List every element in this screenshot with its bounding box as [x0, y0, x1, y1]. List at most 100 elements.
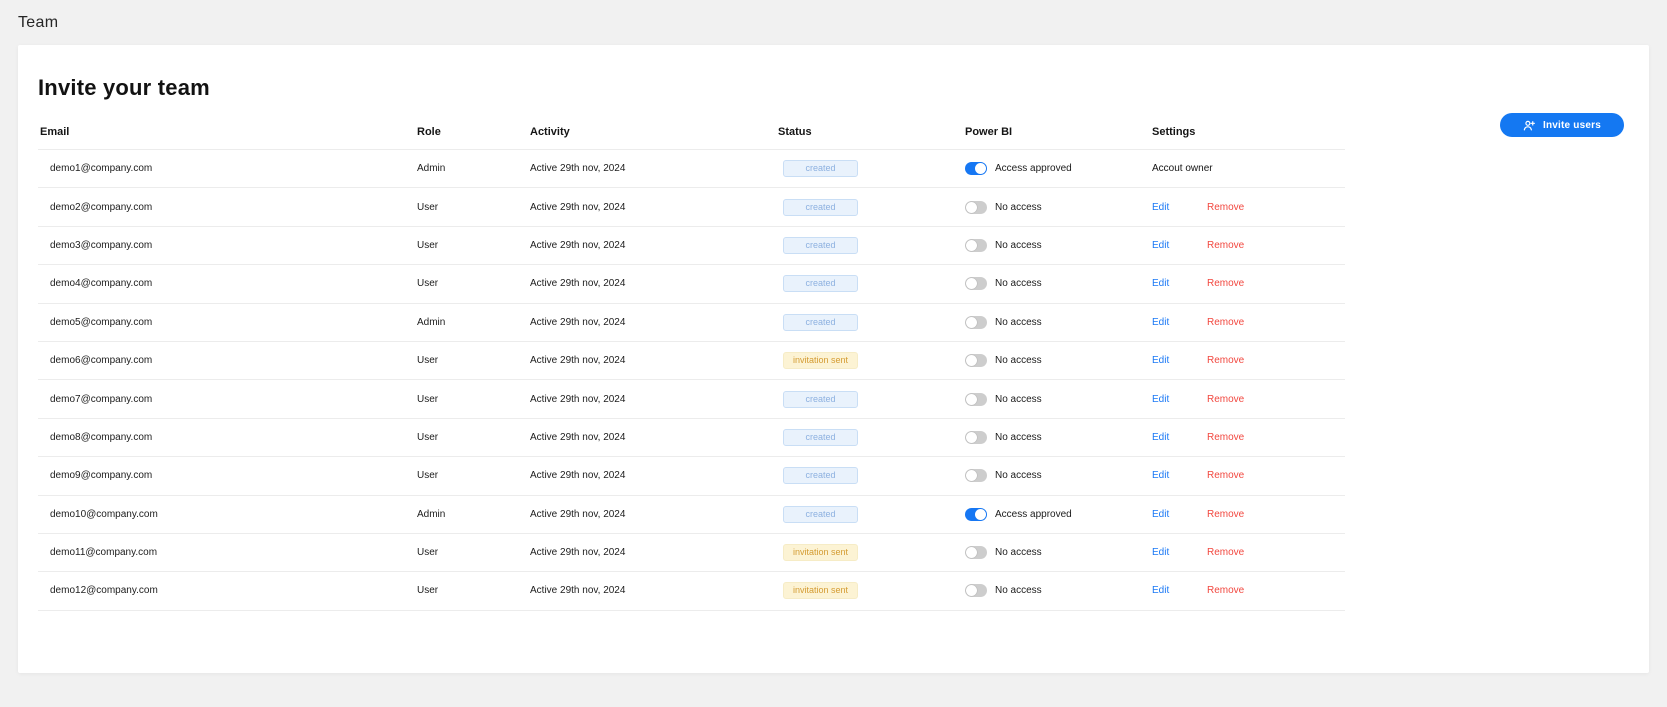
- powerbi-toggle[interactable]: [965, 354, 987, 368]
- user-role: User: [417, 278, 439, 290]
- user-role: User: [417, 201, 439, 213]
- edit-link[interactable]: Edit: [1152, 431, 1170, 443]
- user-email: demo12@company.com: [50, 585, 158, 597]
- status-badge: invitation sent: [783, 582, 858, 600]
- header-settings: Settings: [1152, 126, 1196, 138]
- powerbi-toggle[interactable]: [965, 584, 987, 598]
- powerbi-access-label: No access: [995, 470, 1042, 482]
- edit-link[interactable]: Edit: [1152, 585, 1170, 597]
- user-role: User: [417, 431, 439, 443]
- user-activity: Active 29th nov, 2024: [530, 201, 626, 213]
- table-body: demo1@company.com Admin Active 29th nov, 2…: [38, 150, 1345, 611]
- user-activity: Active 29th nov, 2024: [530, 278, 626, 290]
- remove-link[interactable]: Remove: [1207, 239, 1245, 251]
- edit-link[interactable]: Edit: [1152, 393, 1170, 405]
- powerbi-toggle[interactable]: [965, 392, 987, 406]
- remove-link[interactable]: Remove: [1207, 316, 1245, 328]
- table-row: demo3@company.com User Active 29th nov, 20…: [38, 227, 1345, 266]
- edit-link[interactable]: Edit: [1152, 355, 1170, 367]
- powerbi-toggle[interactable]: [965, 315, 987, 329]
- toggle-knob: [966, 355, 977, 367]
- user-email: demo8@company.com: [50, 431, 153, 443]
- status-badge: created: [783, 390, 858, 408]
- status-badge: created: [783, 236, 858, 254]
- header-role: Role: [417, 126, 441, 138]
- user-email: demo6@company.com: [50, 355, 153, 367]
- powerbi-access-label: Access approved: [995, 508, 1072, 520]
- powerbi-toggle[interactable]: [965, 162, 987, 176]
- toggle-knob: [966, 470, 977, 482]
- edit-link[interactable]: Edit: [1152, 470, 1170, 482]
- powerbi-toggle[interactable]: [965, 277, 987, 291]
- powerbi-access-label: No access: [995, 547, 1042, 559]
- status-badge: created: [783, 160, 858, 178]
- status-badge: created: [783, 198, 858, 216]
- powerbi-access-label: No access: [995, 201, 1042, 213]
- powerbi-access-label: No access: [995, 239, 1042, 251]
- powerbi-access-label: No access: [995, 278, 1042, 290]
- user-role: User: [417, 393, 439, 405]
- status-badge: invitation sent: [783, 352, 858, 370]
- add-user-icon: [1523, 119, 1536, 132]
- powerbi-toggle[interactable]: [965, 469, 987, 483]
- table-row: demo4@company.com User Active 29th nov, 20…: [38, 265, 1345, 304]
- status-badge: created: [783, 467, 858, 485]
- powerbi-access-label: No access: [995, 431, 1042, 443]
- powerbi-access-label: No access: [995, 355, 1042, 367]
- account-owner-label: Accout owner: [1152, 163, 1213, 175]
- powerbi-toggle[interactable]: [965, 546, 987, 560]
- table-row: demo6@company.com User Active 29th nov, 20…: [38, 342, 1345, 381]
- page-title: Team: [18, 14, 59, 31]
- header-email: Email: [40, 126, 70, 138]
- toggle-knob: [966, 547, 977, 559]
- remove-link[interactable]: Remove: [1207, 431, 1245, 443]
- toggle-knob: [975, 508, 986, 520]
- toggle-knob: [966, 201, 977, 213]
- header-status: Status: [778, 126, 812, 138]
- invite-users-button[interactable]: Invite users: [1500, 113, 1624, 137]
- remove-link[interactable]: Remove: [1207, 547, 1245, 559]
- user-role: User: [417, 470, 439, 482]
- toggle-knob: [966, 393, 977, 405]
- user-activity: Active 29th nov, 2024: [530, 470, 626, 482]
- edit-link[interactable]: Edit: [1152, 239, 1170, 251]
- table-header-row: Email Role Activity Status Power BI Sett…: [38, 115, 1345, 150]
- table-row: demo2@company.com User Active 29th nov, 20…: [38, 188, 1345, 227]
- table-row: demo12@company.com User Active 29th nov, 2…: [38, 572, 1345, 611]
- edit-link[interactable]: Edit: [1152, 316, 1170, 328]
- remove-link[interactable]: Remove: [1207, 201, 1245, 213]
- table-row: demo11@company.com User Active 29th nov, 2…: [38, 534, 1345, 573]
- table-row: demo7@company.com User Active 29th nov, 20…: [38, 380, 1345, 419]
- user-email: demo9@company.com: [50, 470, 153, 482]
- remove-link[interactable]: Remove: [1207, 470, 1245, 482]
- powerbi-toggle[interactable]: [965, 507, 987, 521]
- remove-link[interactable]: Remove: [1207, 508, 1245, 520]
- powerbi-toggle[interactable]: [965, 430, 987, 444]
- table-row: demo9@company.com User Active 29th nov, 20…: [38, 457, 1345, 496]
- edit-link[interactable]: Edit: [1152, 547, 1170, 559]
- remove-link[interactable]: Remove: [1207, 585, 1245, 597]
- edit-link[interactable]: Edit: [1152, 508, 1170, 520]
- remove-link[interactable]: Remove: [1207, 355, 1245, 367]
- user-role: Admin: [417, 508, 446, 520]
- user-activity: Active 29th nov, 2024: [530, 508, 626, 520]
- user-activity: Active 29th nov, 2024: [530, 431, 626, 443]
- user-role: User: [417, 585, 439, 597]
- user-email: demo11@company.com: [50, 547, 158, 559]
- status-badge: created: [783, 313, 858, 331]
- edit-link[interactable]: Edit: [1152, 201, 1170, 213]
- remove-link[interactable]: Remove: [1207, 278, 1245, 290]
- invite-users-label: Invite users: [1543, 119, 1601, 131]
- powerbi-toggle[interactable]: [965, 238, 987, 252]
- powerbi-toggle[interactable]: [965, 200, 987, 214]
- user-role: User: [417, 355, 439, 367]
- status-badge: invitation sent: [783, 544, 858, 562]
- powerbi-access-label: No access: [995, 316, 1042, 328]
- status-badge: created: [783, 275, 858, 293]
- status-badge: created: [783, 505, 858, 523]
- user-email: demo3@company.com: [50, 239, 153, 251]
- remove-link[interactable]: Remove: [1207, 393, 1245, 405]
- invite-team-card: Invite your team Invite users Email Role…: [18, 45, 1649, 673]
- edit-link[interactable]: Edit: [1152, 278, 1170, 290]
